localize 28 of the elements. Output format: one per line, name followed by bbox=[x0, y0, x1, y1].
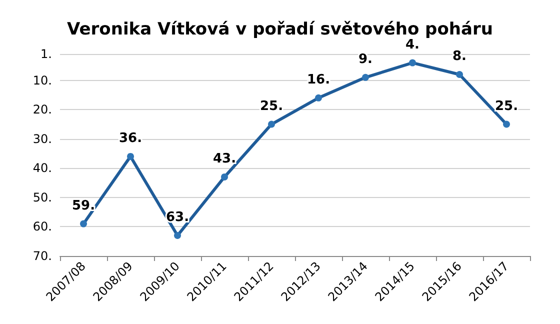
y-tick-label: 1. bbox=[40, 47, 52, 61]
y-tick-label: 70. bbox=[32, 249, 52, 263]
data-label: 25. bbox=[260, 98, 284, 114]
data-label: 8. bbox=[452, 48, 466, 64]
point bbox=[127, 152, 134, 160]
data-label: 16. bbox=[306, 72, 330, 88]
y-tick-label: 60. bbox=[32, 220, 52, 234]
point bbox=[503, 120, 510, 128]
chart-title: Veronika Vítková v pořadí světového poháru bbox=[67, 20, 493, 40]
y-tick-label: 50. bbox=[32, 190, 52, 204]
point bbox=[80, 220, 87, 228]
data-label: 4. bbox=[406, 37, 420, 52]
point bbox=[315, 94, 322, 102]
point bbox=[362, 74, 369, 81]
y-tick-label: 10. bbox=[32, 73, 52, 88]
data-label: 36. bbox=[118, 130, 142, 146]
point bbox=[221, 173, 228, 180]
point bbox=[409, 59, 416, 66]
y-tick-label: 30. bbox=[32, 132, 52, 146]
y-tick-label: 20. bbox=[32, 102, 52, 117]
point bbox=[174, 232, 181, 240]
data-label: 43. bbox=[212, 151, 236, 166]
y-tick-label: 40. bbox=[32, 161, 52, 176]
point bbox=[268, 120, 275, 128]
data-label: 59. bbox=[72, 198, 96, 214]
data-label: 25. bbox=[494, 98, 518, 114]
point bbox=[456, 70, 463, 78]
data-label: 9. bbox=[358, 52, 372, 67]
